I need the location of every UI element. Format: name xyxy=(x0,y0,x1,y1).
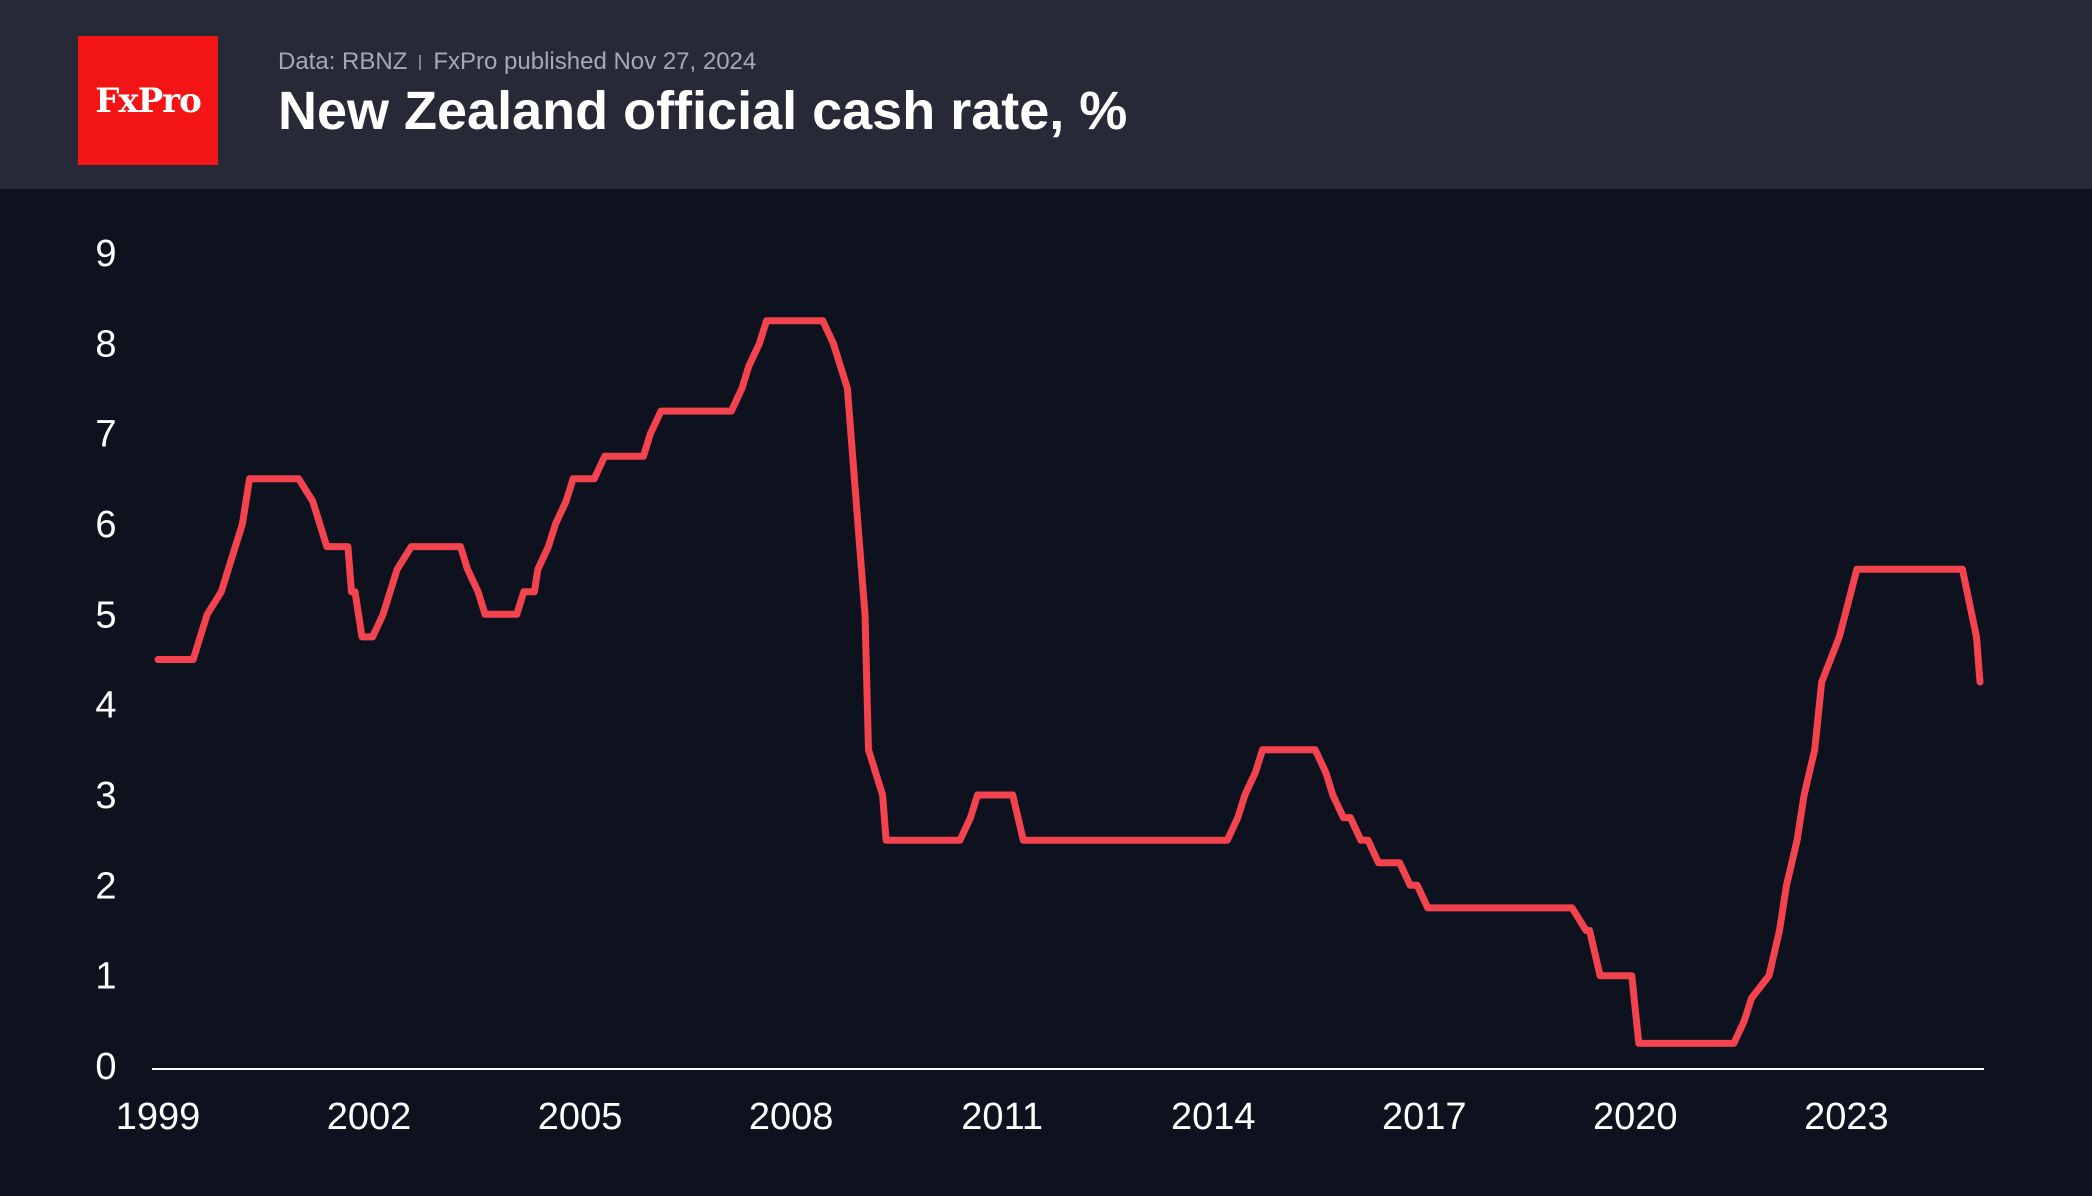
header-bar: FxPro Data: RBNZ FxPro published Nov 27, … xyxy=(0,0,2092,189)
y-tick-label: 1 xyxy=(95,956,116,998)
x-axis-ticks: 1999 2002 2005 2008 2011 2014 2017 2020 2023 xyxy=(116,1096,1889,1138)
x-tick-label: 2002 xyxy=(327,1096,412,1138)
y-tick-label: 9 xyxy=(95,233,116,275)
cash-rate-line xyxy=(154,317,1984,1047)
x-tick-label: 2011 xyxy=(961,1096,1043,1138)
data-source: Data: RBNZ xyxy=(278,48,408,75)
meta-separator xyxy=(419,55,422,71)
x-tick-label: 1999 xyxy=(116,1096,201,1138)
y-tick-label: 2 xyxy=(95,865,116,907)
y-tick-label: 4 xyxy=(95,685,116,727)
x-tick-label: 2008 xyxy=(749,1096,834,1138)
x-tick-label: 2014 xyxy=(1171,1096,1256,1138)
y-tick-label: 3 xyxy=(95,775,116,817)
chart-title: New Zealand official cash rate, % xyxy=(278,81,1128,141)
y-tick-label: 8 xyxy=(95,323,116,365)
y-tick-label: 5 xyxy=(95,594,116,636)
published-date: FxPro published Nov 27, 2024 xyxy=(433,48,757,75)
chart-meta: Data: RBNZ FxPro published Nov 27, 2024 xyxy=(278,48,756,76)
y-tick-label: 7 xyxy=(95,414,116,456)
x-tick-label: 2005 xyxy=(538,1096,623,1138)
y-tick-label: 6 xyxy=(95,504,116,546)
x-tick-label: 2017 xyxy=(1382,1096,1467,1138)
y-axis-ticks: 0 1 2 3 4 5 6 7 8 9 xyxy=(95,233,116,1088)
x-tick-label: 2023 xyxy=(1804,1096,1889,1138)
logo-text: FxPro xyxy=(95,80,202,121)
y-tick-label: 0 xyxy=(95,1046,116,1088)
x-tick-label: 2020 xyxy=(1593,1096,1678,1138)
fxpro-logo: FxPro xyxy=(78,36,218,165)
